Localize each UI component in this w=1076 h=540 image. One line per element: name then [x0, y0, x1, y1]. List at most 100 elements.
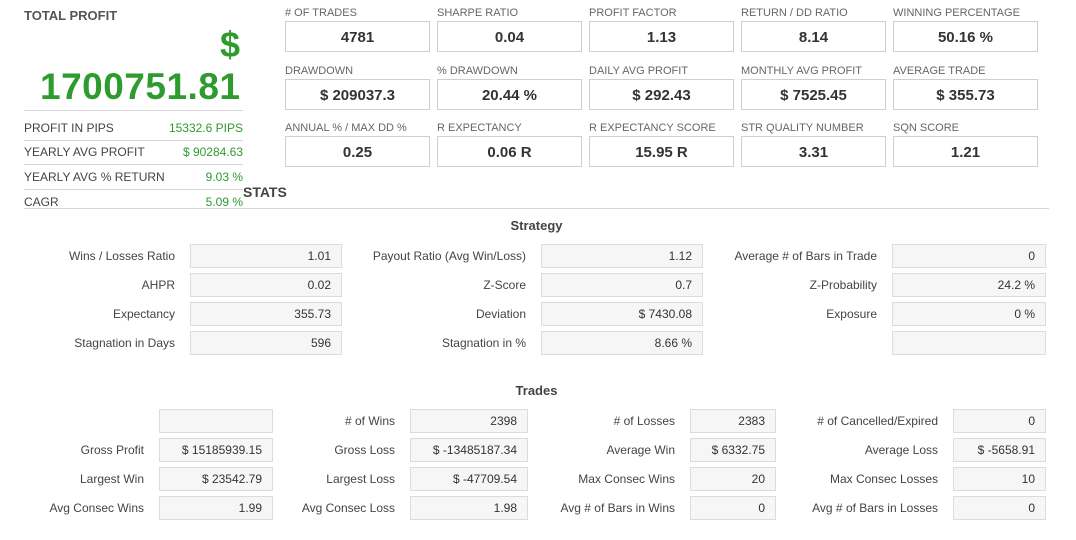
- metric-value: 4781: [285, 21, 430, 52]
- stat-value: 1.99: [159, 496, 273, 520]
- stat-label: Avg Consec Loss: [301, 501, 395, 515]
- metric-value: 8.14: [741, 21, 886, 52]
- yearly-avg-return-value: 9.03 %: [205, 170, 243, 184]
- profit-in-pips-value: 15332.6 PIPS: [168, 121, 243, 135]
- stat-value: [892, 331, 1046, 355]
- stat-value: 0: [953, 409, 1046, 433]
- stat-label: Avg # of Bars in Losses: [812, 501, 938, 515]
- metric-label: DAILY AVG PROFIT: [589, 65, 689, 77]
- stat-value: $ 7430.08: [541, 302, 703, 326]
- summary-divider: [24, 140, 243, 141]
- yearly-avg-profit-value: $ 90284.63: [182, 145, 243, 159]
- stat-value: 8.66 %: [541, 331, 703, 355]
- metric-value: 0.06 R: [437, 136, 582, 167]
- total-profit-value: 1700751.81: [40, 66, 241, 107]
- metric-value: 0.25: [285, 136, 430, 167]
- stat-label: Average # of Bars in Trade: [734, 249, 877, 263]
- metric-label: WINNING PERCENTAGE: [893, 7, 1020, 19]
- stat-value: $ 6332.75: [690, 438, 776, 462]
- yearly-avg-profit-label: YEARLY AVG PROFIT: [24, 145, 145, 159]
- stat-label: Largest Win: [79, 472, 144, 486]
- dollar-icon: $: [220, 24, 241, 65]
- stat-label: Gross Loss: [334, 443, 395, 457]
- metric-value: 15.95 R: [589, 136, 734, 167]
- stat-value: 355.73: [190, 302, 342, 326]
- cagr-value: 5.09 %: [205, 195, 243, 209]
- stat-label: Max Consec Wins: [578, 472, 675, 486]
- total-profit-title: TOTAL PROFIT: [24, 8, 118, 23]
- strategy-section-title: Strategy: [510, 218, 563, 233]
- stat-label: # of Cancelled/Expired: [817, 414, 938, 428]
- stat-value: 10: [953, 467, 1046, 491]
- stat-value: 1.98: [410, 496, 528, 520]
- metric-label: % DRAWDOWN: [437, 65, 518, 77]
- stat-label: Stagnation in Days: [74, 336, 175, 350]
- metric-value: 1.21: [893, 136, 1038, 167]
- stat-value: $ 23542.79: [159, 467, 273, 491]
- stat-value: 0: [953, 496, 1046, 520]
- metric-value: $ 209037.3: [285, 79, 430, 110]
- stat-label: Max Consec Losses: [829, 472, 938, 486]
- stat-value: 1.12: [541, 244, 703, 268]
- metric-value: $ 7525.45: [741, 79, 886, 110]
- stat-value: [159, 409, 273, 433]
- stat-value: 0.02: [190, 273, 342, 297]
- profit-in-pips-label: PROFIT IN PIPS: [24, 121, 114, 135]
- stat-label: Z-Score: [483, 278, 526, 292]
- metric-label: AVERAGE TRADE: [893, 65, 986, 77]
- metric-label: # OF TRADES: [285, 7, 357, 19]
- metric-value: $ 292.43: [589, 79, 734, 110]
- metric-label: PROFIT FACTOR: [589, 7, 677, 19]
- metric-label: DRAWDOWN: [285, 65, 354, 77]
- cagr-label: CAGR: [24, 195, 59, 209]
- summary-divider: [24, 189, 243, 190]
- metric-label: R EXPECTANCY SCORE: [589, 122, 716, 134]
- stat-value: 2398: [410, 409, 528, 433]
- stat-label: Expectancy: [112, 307, 175, 321]
- stat-value: 0: [892, 244, 1046, 268]
- metric-value: 50.16 %: [893, 21, 1038, 52]
- stat-label: Deviation: [475, 307, 526, 321]
- stat-label: Exposure: [826, 307, 877, 321]
- metric-value: 3.31: [741, 136, 886, 167]
- stat-value: $ 15185939.15: [159, 438, 273, 462]
- stat-label: Largest Loss: [326, 472, 395, 486]
- metric-label: ANNUAL % / MAX DD %: [285, 122, 407, 134]
- metric-value: 1.13: [589, 21, 734, 52]
- metric-label: SHARPE RATIO: [437, 7, 519, 19]
- stat-value: $ -13485187.34: [410, 438, 528, 462]
- stat-value: 0 %: [892, 302, 1046, 326]
- stat-value: 2383: [690, 409, 776, 433]
- metric-value: 20.44 %: [437, 79, 582, 110]
- stat-label: Avg # of Bars in Wins: [560, 501, 676, 515]
- stat-label: Z-Probability: [809, 278, 877, 292]
- summary-divider: [24, 110, 243, 111]
- stat-label: Average Win: [606, 443, 675, 457]
- metric-value: $ 355.73: [893, 79, 1038, 110]
- stat-label: Avg Consec Wins: [49, 501, 144, 515]
- metric-label: MONTHLY AVG PROFIT: [741, 65, 863, 77]
- trades-section-title: Trades: [515, 383, 558, 398]
- metric-label: SQN SCORE: [893, 122, 960, 134]
- stat-label: Gross Profit: [80, 443, 144, 457]
- stats-title: STATS: [243, 184, 287, 200]
- stat-label: Average Loss: [864, 443, 938, 457]
- stat-label: Stagnation in %: [441, 336, 526, 350]
- stat-label: # of Wins: [344, 414, 395, 428]
- summary-divider: [24, 164, 243, 165]
- stat-value: 1.01: [190, 244, 342, 268]
- stat-value: 596: [190, 331, 342, 355]
- stat-value: $ -47709.54: [410, 467, 528, 491]
- stat-value: $ -5658.91: [953, 438, 1046, 462]
- stat-label: # of Losses: [613, 414, 675, 428]
- metric-label: R EXPECTANCY: [437, 122, 522, 134]
- stat-value: 24.2 %: [892, 273, 1046, 297]
- stats-divider: [24, 208, 1049, 209]
- stat-label: Wins / Losses Ratio: [68, 249, 175, 263]
- stat-label: Payout Ratio (Avg Win/Loss): [372, 249, 526, 263]
- metric-value: 0.04: [437, 21, 582, 52]
- stat-value: 0.7: [541, 273, 703, 297]
- yearly-avg-return-label: YEARLY AVG % RETURN: [24, 170, 165, 184]
- stat-value: 20: [690, 467, 776, 491]
- stat-value: 0: [690, 496, 776, 520]
